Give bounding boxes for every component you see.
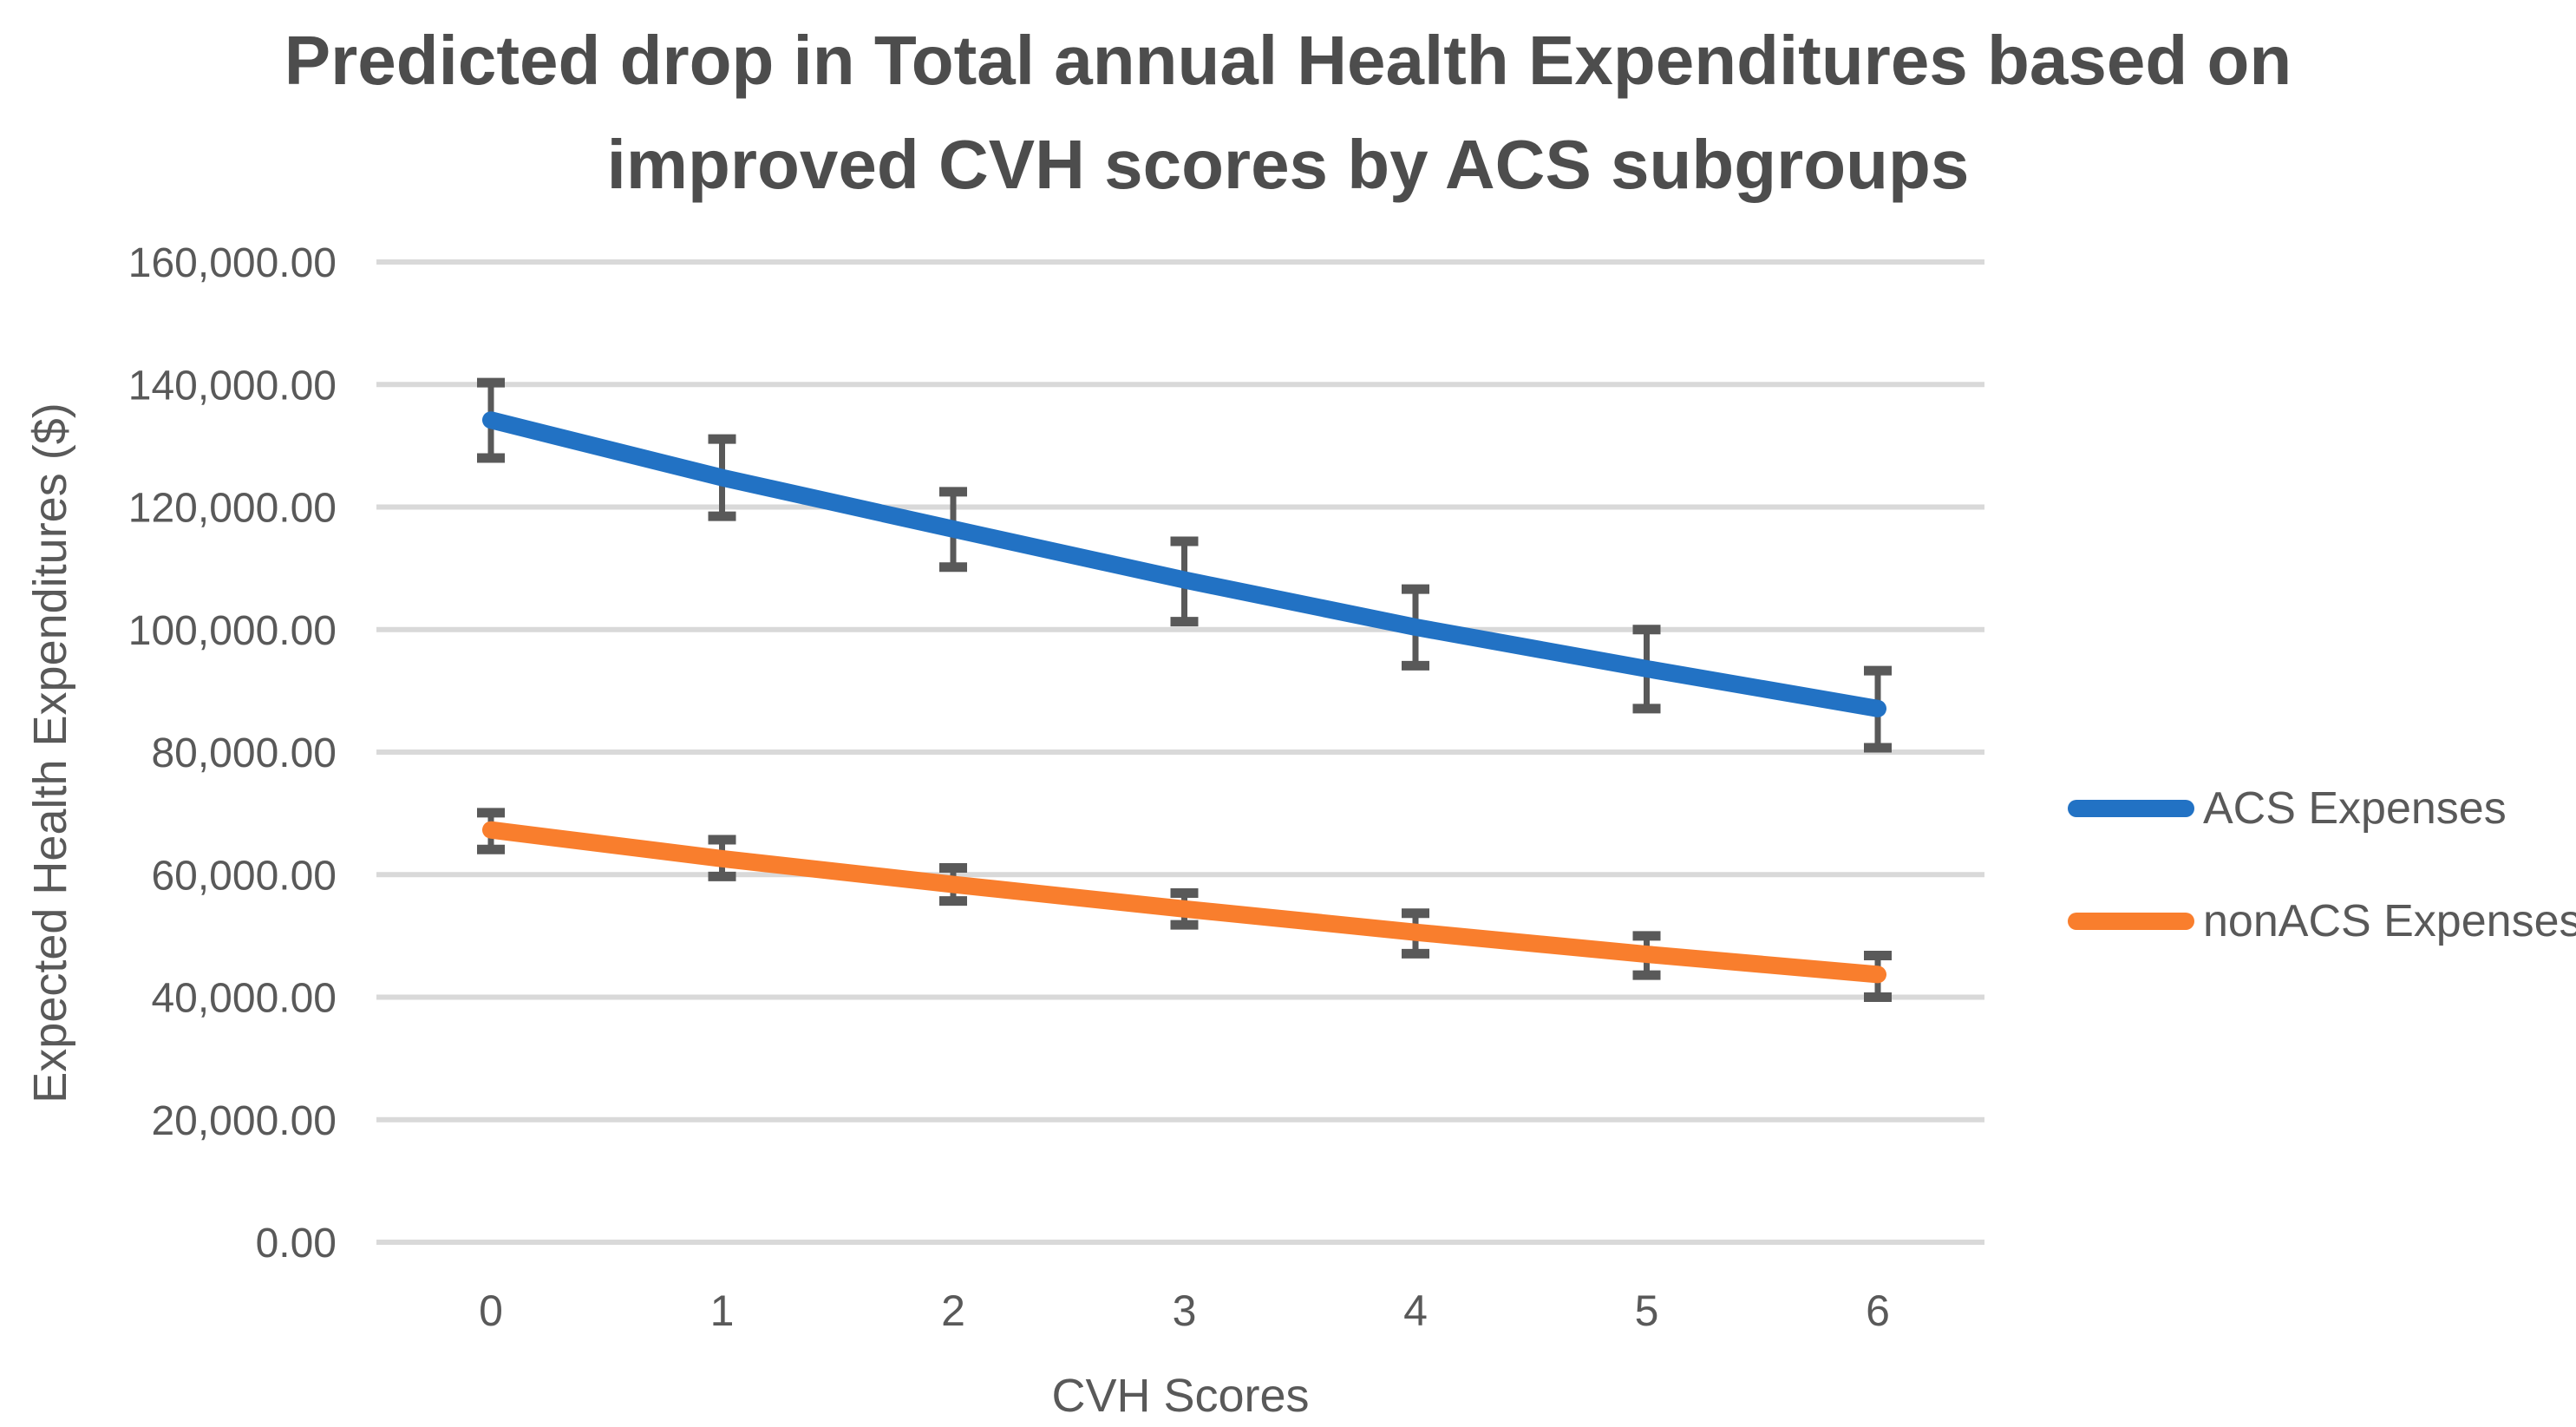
legend: ACS Expenses nonACS Expenses [2068, 0, 2576, 1427]
y-tick-label: 140,000.00 [128, 363, 337, 409]
x-tick-label: 3 [1173, 1286, 1197, 1335]
x-tick-label: 2 [941, 1286, 965, 1335]
y-tick-label: 160,000.00 [128, 240, 337, 286]
y-tick-label: 60,000.00 [151, 853, 337, 899]
y-tick-label: 120,000.00 [128, 486, 337, 532]
y-tick-label: 100,000.00 [128, 608, 337, 654]
y-tick-label: 0.00 [256, 1221, 337, 1267]
legend-item-nonacs: nonACS Expenses [2068, 895, 2576, 947]
x-tick-label: 4 [1403, 1286, 1428, 1335]
x-axis-title: CVH Scores [1051, 1370, 1310, 1422]
chart-title: Predicted drop in Total annual Health Ex… [284, 22, 2292, 203]
x-tick-label: 5 [1635, 1286, 1659, 1335]
legend-item-acs: ACS Expenses [2068, 782, 2507, 835]
acs-legend-line-swatch [2068, 800, 2194, 817]
y-tick-label: 80,000.00 [151, 730, 337, 776]
nonacs-legend-line-swatch [2068, 913, 2194, 930]
x-tick-label: 6 [1866, 1286, 1890, 1335]
acs-expenses-line [482, 411, 1886, 717]
y-tick-label: 40,000.00 [151, 976, 337, 1022]
nonacs-legend-label: nonACS Expenses [2203, 896, 2576, 946]
nonacs-expenses-line [482, 821, 1886, 984]
x-tick-label: 1 [710, 1286, 735, 1335]
y-tick-label: 20,000.00 [151, 1098, 337, 1144]
x-tick-label: 0 [479, 1286, 503, 1335]
acs-legend-label: ACS Expenses [2203, 783, 2507, 834]
